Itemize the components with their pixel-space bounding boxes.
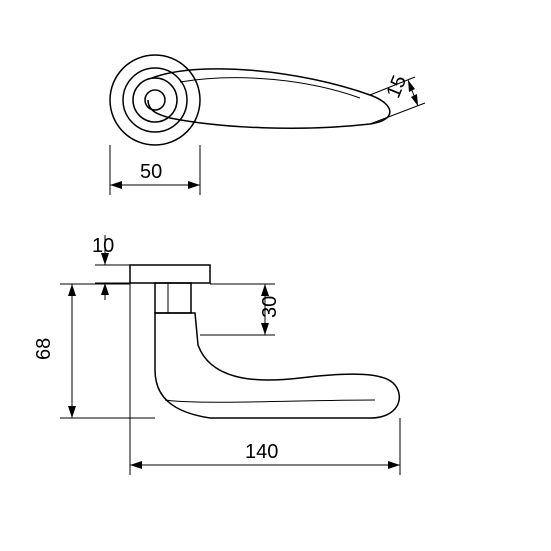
dim-140-label: 140 xyxy=(245,441,278,463)
dim-15-label: 15 xyxy=(382,72,411,101)
dim-50-label: 50 xyxy=(140,161,162,183)
dim-10: 10 xyxy=(92,235,130,300)
dim-10-label: 10 xyxy=(92,235,114,257)
dim-30: 30 xyxy=(200,284,281,335)
technical-drawing: 50 15 10 xyxy=(0,0,551,551)
dim-68-label: 68 xyxy=(33,338,55,360)
top-view: 50 15 xyxy=(110,55,425,195)
dim-68: 68 xyxy=(33,284,155,418)
dim-30-label: 30 xyxy=(259,296,281,318)
dim-50: 50 xyxy=(110,145,200,195)
side-view: 10 30 68 140 xyxy=(33,235,400,475)
